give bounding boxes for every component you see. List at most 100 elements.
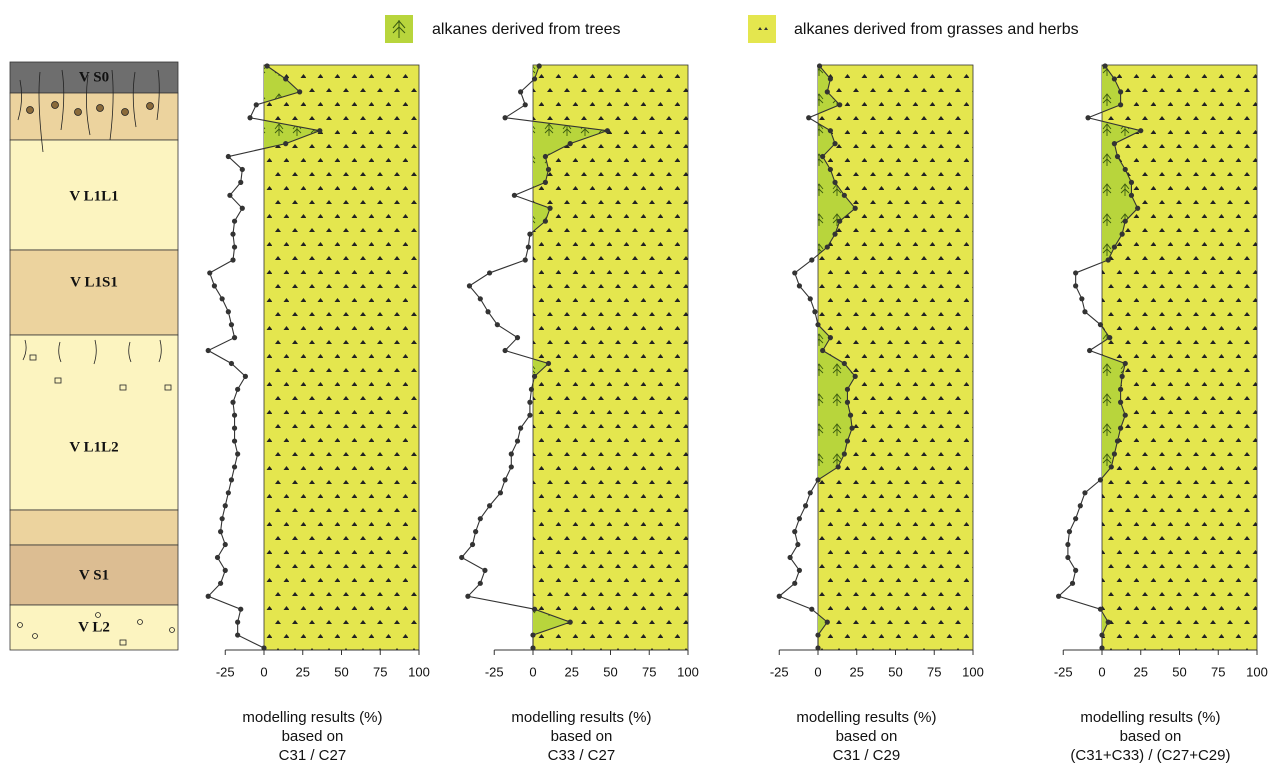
- x-tick-label: 100: [962, 664, 984, 679]
- data-point: [1108, 464, 1114, 470]
- layer-label: V L2: [78, 619, 110, 635]
- data-line: [207, 65, 322, 649]
- x-axis-label: C31 / C29: [833, 747, 901, 764]
- data-point: [545, 166, 552, 173]
- data-point: [815, 632, 821, 638]
- tree-pattern: [264, 66, 320, 648]
- data-point: [849, 425, 855, 431]
- data-point: [1122, 166, 1128, 173]
- data-point: [1079, 296, 1085, 302]
- data-point: [238, 606, 244, 612]
- data-point: [231, 438, 238, 444]
- x-tick-label: 25: [296, 664, 310, 679]
- grass-pattern: [533, 65, 688, 650]
- data-point: [235, 632, 241, 638]
- data-point: [228, 477, 235, 483]
- data-point: [1107, 335, 1113, 341]
- layer-label: V S1: [79, 567, 109, 583]
- data-point: [469, 541, 476, 548]
- data-point: [832, 231, 838, 237]
- data-point: [235, 619, 241, 625]
- data-point: [567, 619, 573, 625]
- data-point: [514, 335, 521, 341]
- data-point: [1085, 115, 1091, 121]
- x-tick-label: 50: [603, 664, 617, 679]
- data-point: [1065, 554, 1071, 561]
- data-point: [1087, 347, 1093, 354]
- data-point: [827, 335, 834, 341]
- data-point: [225, 309, 231, 315]
- data-point: [508, 464, 514, 470]
- data-point: [844, 386, 851, 392]
- data-point: [1073, 270, 1079, 276]
- data-point: [317, 128, 323, 134]
- data-point: [518, 89, 524, 95]
- x-tick-label: 0: [814, 664, 821, 679]
- data-point: [792, 270, 798, 276]
- data-point: [522, 102, 528, 108]
- data-point: [253, 102, 259, 108]
- layer-label: V L1L1: [69, 188, 118, 204]
- data-point: [1099, 632, 1105, 638]
- data-point: [1073, 283, 1079, 289]
- x-tick-label: 0: [260, 664, 267, 679]
- data-point: [502, 115, 508, 121]
- data-point: [1073, 567, 1079, 574]
- data-point: [482, 567, 488, 574]
- data-point: [1082, 309, 1088, 315]
- data-point: [1069, 580, 1076, 586]
- data-point: [796, 283, 803, 289]
- data-point: [235, 451, 241, 457]
- legend-label: alkanes derived from trees: [432, 21, 621, 38]
- data-point: [1138, 128, 1144, 134]
- x-axis-label: C31 / C27: [279, 747, 347, 764]
- data-point: [827, 76, 834, 82]
- data-point: [547, 205, 553, 211]
- layer-label: V S0: [79, 69, 109, 85]
- data-point: [531, 606, 538, 612]
- stratigraphy-labels: V S0 V L1L1 V L1S1 V L1L2 V S1 V L2: [69, 69, 118, 635]
- data-point: [477, 516, 483, 522]
- data-point: [528, 386, 535, 392]
- x-axis-label: modelling results (%): [1080, 709, 1220, 726]
- data-point: [283, 76, 289, 82]
- data-point: [466, 283, 473, 289]
- data-point: [485, 309, 491, 315]
- data-point: [1135, 205, 1141, 211]
- data-point: [824, 619, 830, 625]
- data-point: [508, 451, 514, 457]
- x-tick-label: 50: [334, 664, 348, 679]
- data-point: [815, 645, 821, 651]
- data-point: [218, 529, 224, 535]
- data-point: [795, 541, 801, 548]
- data-point: [1119, 373, 1125, 379]
- data-point: [1128, 192, 1135, 198]
- data-point: [242, 373, 248, 379]
- data-point: [502, 347, 508, 354]
- legend-label: alkanes derived from grasses and herbs: [794, 21, 1079, 38]
- data-point: [459, 554, 465, 561]
- data-point: [1065, 541, 1071, 548]
- x-tick-label: 75: [373, 664, 387, 679]
- data-point: [820, 153, 826, 160]
- data-point: [1122, 218, 1128, 224]
- data-point: [231, 464, 238, 470]
- panel: -25 0 25 50 75 100 modelling results (%) based …: [459, 63, 699, 764]
- data-point: [604, 128, 611, 134]
- legend-swatch: [748, 15, 776, 43]
- x-axis-label: based on: [1120, 728, 1182, 745]
- data-point: [231, 335, 238, 341]
- data-point: [487, 270, 493, 276]
- data-point: [527, 231, 533, 237]
- x-tick-label: -25: [770, 664, 789, 679]
- data-point: [803, 503, 809, 509]
- x-tick-label: 75: [927, 664, 941, 679]
- data-point: [473, 529, 479, 535]
- grass-pattern: [818, 65, 973, 650]
- data-point: [796, 516, 803, 522]
- data-point: [231, 425, 238, 431]
- data-point: [264, 63, 270, 69]
- panel: -25 0 25 50 75 100 modelling results (%) based …: [1054, 63, 1268, 764]
- data-point: [531, 373, 538, 379]
- data-point: [1066, 529, 1073, 535]
